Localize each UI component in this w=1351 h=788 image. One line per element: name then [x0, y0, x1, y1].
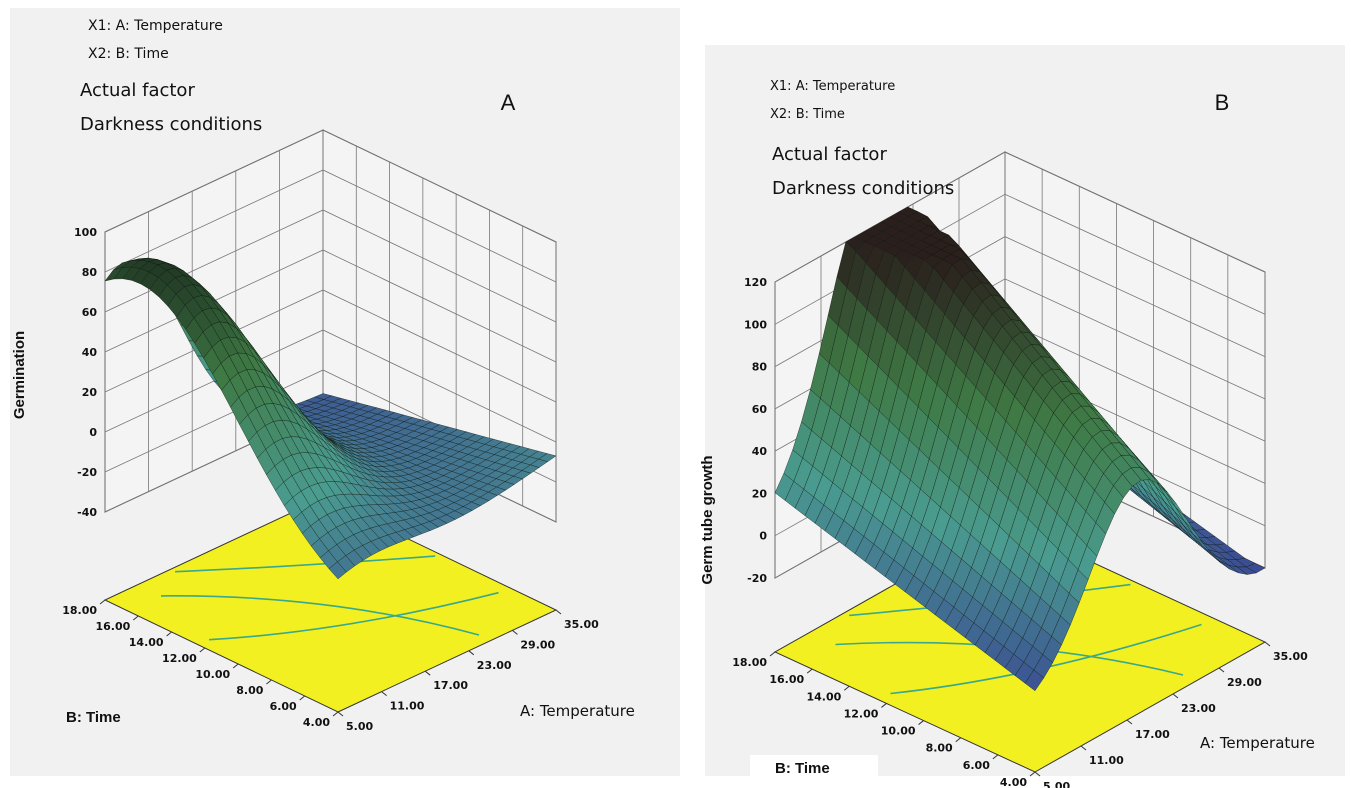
y-axis-label: B: Time — [66, 709, 121, 726]
x-tick — [1126, 719, 1133, 725]
y-tick-label: 6.00 — [963, 759, 990, 772]
annotation: Darkness conditions — [80, 114, 262, 135]
z-tick-label: 100 — [744, 318, 767, 331]
z-tick-label: 80 — [752, 361, 768, 374]
x-tick — [1080, 745, 1087, 751]
x-tick — [381, 691, 387, 696]
y-tick — [266, 679, 272, 685]
z-tick-label: 80 — [82, 266, 98, 279]
y-tick-label: 14.00 — [806, 690, 841, 703]
x-tick-label: 29.00 — [520, 638, 555, 651]
annotation: X2: B: Time — [770, 107, 845, 122]
x-tick-label: 11.00 — [390, 700, 425, 713]
y-tick — [99, 599, 106, 605]
z-tick-label: -20 — [747, 572, 767, 585]
z-tick-label: 60 — [752, 403, 768, 416]
z-axis-label: Germ tube growth — [699, 455, 716, 584]
x-tick-label: 23.00 — [477, 659, 512, 672]
y-tick-label: 8.00 — [236, 684, 263, 697]
x-tick-label: 11.00 — [1089, 754, 1124, 767]
z-tick-label: 40 — [82, 346, 98, 359]
x-tick — [337, 711, 344, 717]
x-tick-label: 17.00 — [433, 679, 468, 692]
y-tick-label: 8.00 — [926, 742, 953, 755]
x-tick — [1172, 693, 1179, 699]
y-tick — [918, 720, 924, 725]
x-tick — [1264, 641, 1271, 647]
surface-cell — [328, 561, 347, 580]
y-tick-label: 18.00 — [62, 604, 97, 617]
label-bg — [750, 755, 878, 788]
y-tick — [199, 647, 206, 653]
z-tick-label: -40 — [77, 506, 97, 519]
y-tick-label: 12.00 — [162, 652, 197, 665]
y-tick — [166, 631, 172, 637]
x-tick-label: 5.00 — [1043, 780, 1070, 788]
y-tick — [955, 737, 962, 743]
contour-line — [160, 595, 480, 636]
z-tick-label: 0 — [759, 530, 767, 543]
annotation: X1: A: Temperature — [770, 79, 895, 94]
annotation: X1: A: Temperature — [88, 18, 223, 34]
x-tick-label: 23.00 — [1181, 702, 1216, 715]
z-tick-label: 120 — [744, 276, 767, 289]
annotation: Actual factor — [80, 80, 195, 101]
y-tick — [299, 695, 306, 701]
y-tick — [806, 668, 813, 674]
x-axis-label: A: Temperature — [1200, 734, 1315, 752]
panel-label: B — [1215, 90, 1230, 115]
y-tick-label: 18.00 — [732, 656, 767, 669]
y-tick-label: 4.00 — [1000, 776, 1027, 788]
y-tick — [232, 663, 239, 669]
y-tick-label: 16.00 — [95, 620, 130, 633]
x-tick — [468, 650, 475, 656]
y-tick — [992, 754, 999, 760]
x-tick — [555, 609, 562, 615]
x-tick-label: 5.00 — [346, 720, 373, 733]
x-tick-label: 35.00 — [564, 618, 599, 631]
z-tick-label: 0 — [89, 426, 97, 439]
x-tick-label: 29.00 — [1227, 676, 1262, 689]
y-axis-label: B: Time — [775, 760, 830, 777]
x-tick-label: 35.00 — [1273, 650, 1308, 663]
z-axis-label: Germination — [11, 331, 28, 419]
y-tick — [132, 615, 139, 621]
x-tick — [1218, 667, 1225, 673]
x-axis-label: A: Temperature — [520, 702, 635, 720]
y-tick — [769, 651, 776, 657]
panel-label: A — [501, 90, 516, 115]
z-tick-label: -20 — [77, 466, 97, 479]
y-tick — [332, 711, 339, 717]
x-tick — [424, 670, 431, 676]
x-tick — [512, 630, 518, 635]
annotation: Darkness conditions — [772, 178, 954, 199]
annotation: X2: B: Time — [88, 46, 169, 62]
contour-line — [175, 555, 436, 573]
z-tick-label: 60 — [82, 306, 98, 319]
y-tick — [843, 685, 850, 691]
y-tick — [881, 703, 887, 708]
y-tick — [1029, 771, 1036, 777]
y-tick-label: 14.00 — [129, 636, 164, 649]
contour-line — [209, 591, 499, 641]
x-tick-label: 17.00 — [1135, 728, 1170, 741]
z-tick-label: 100 — [74, 226, 97, 239]
annotation: Actual factor — [772, 144, 887, 165]
y-tick-label: 12.00 — [844, 707, 879, 720]
y-tick-label: 4.00 — [303, 716, 330, 729]
z-tick-label: 20 — [752, 487, 768, 500]
surface-cell — [1024, 669, 1045, 692]
x-tick — [1034, 771, 1041, 777]
z-tick-label: 20 — [82, 386, 98, 399]
y-tick-label: 6.00 — [270, 700, 297, 713]
y-tick-label: 10.00 — [195, 668, 230, 681]
y-tick-label: 16.00 — [769, 673, 804, 686]
y-tick-label: 10.00 — [881, 725, 916, 738]
z-tick-label: 40 — [752, 445, 768, 458]
